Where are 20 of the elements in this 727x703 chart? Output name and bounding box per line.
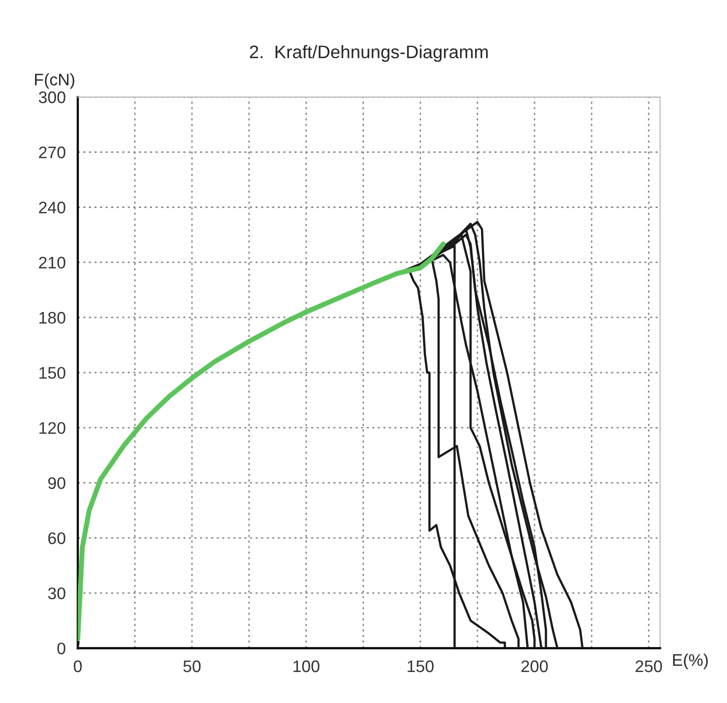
x-tick-label: 0 xyxy=(74,660,82,672)
x-tick-label: 100 xyxy=(294,660,320,672)
y-tick-label: 90 xyxy=(48,477,66,490)
x-tick-label: 150 xyxy=(408,660,434,672)
x-tick-label: 50 xyxy=(183,660,201,672)
y-tick-label: 270 xyxy=(39,146,66,158)
y-tick-label: 30 xyxy=(48,587,66,600)
x-tick-label: 200 xyxy=(521,660,548,672)
y-tick-label: 180 xyxy=(39,312,66,324)
chart-title: 2. Kraft/Dehnungs-Diagramm xyxy=(250,45,488,62)
y-tick-label: 210 xyxy=(39,256,66,269)
y-tick-label: 150 xyxy=(39,366,66,379)
x-tick-label: 250 xyxy=(636,660,662,672)
y-tick-label: 60 xyxy=(48,532,66,544)
y-tick-label: 300 xyxy=(38,91,66,104)
y-tick-label: 240 xyxy=(39,202,66,214)
x-axis-title: E(%) xyxy=(673,654,708,670)
y-tick-label: 120 xyxy=(39,422,66,434)
y-axis-title: F(cN) xyxy=(35,73,74,89)
y-tick-label: 0 xyxy=(57,642,66,654)
